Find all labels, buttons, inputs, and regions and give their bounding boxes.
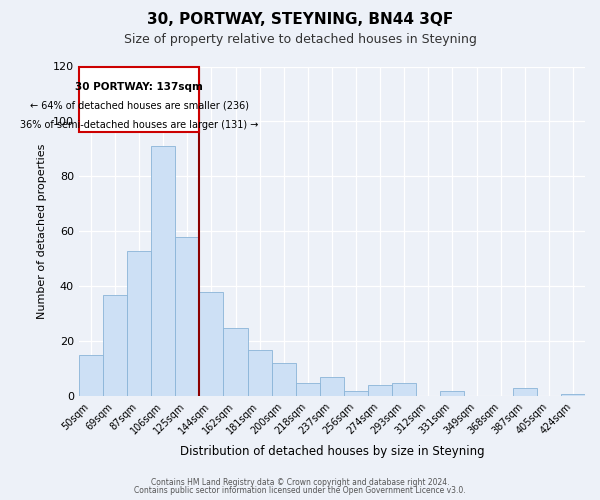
Bar: [199, 292, 223, 397]
Text: Size of property relative to detached houses in Steyning: Size of property relative to detached ho…: [124, 32, 476, 46]
Text: 36% of semi-detached houses are larger (131) →: 36% of semi-detached houses are larger (…: [20, 120, 258, 130]
Bar: [512, 388, 537, 396]
Y-axis label: Number of detached properties: Number of detached properties: [37, 144, 47, 319]
Bar: [223, 328, 248, 396]
Bar: [344, 391, 368, 396]
Bar: [440, 391, 464, 396]
Text: Contains public sector information licensed under the Open Government Licence v3: Contains public sector information licen…: [134, 486, 466, 495]
X-axis label: Distribution of detached houses by size in Steyning: Distribution of detached houses by size …: [179, 444, 484, 458]
Bar: [151, 146, 175, 397]
FancyBboxPatch shape: [79, 66, 199, 132]
Bar: [368, 386, 392, 396]
Bar: [79, 355, 103, 397]
Bar: [103, 294, 127, 396]
Bar: [392, 382, 416, 396]
Text: 30, PORTWAY, STEYNING, BN44 3QF: 30, PORTWAY, STEYNING, BN44 3QF: [147, 12, 453, 28]
Bar: [561, 394, 585, 396]
Bar: [175, 237, 199, 396]
Bar: [320, 377, 344, 396]
Text: ← 64% of detached houses are smaller (236): ← 64% of detached houses are smaller (23…: [29, 101, 248, 111]
Bar: [127, 250, 151, 396]
Bar: [272, 364, 296, 396]
Text: Contains HM Land Registry data © Crown copyright and database right 2024.: Contains HM Land Registry data © Crown c…: [151, 478, 449, 487]
Bar: [296, 382, 320, 396]
Bar: [248, 350, 272, 397]
Text: 30 PORTWAY: 137sqm: 30 PORTWAY: 137sqm: [75, 82, 203, 92]
